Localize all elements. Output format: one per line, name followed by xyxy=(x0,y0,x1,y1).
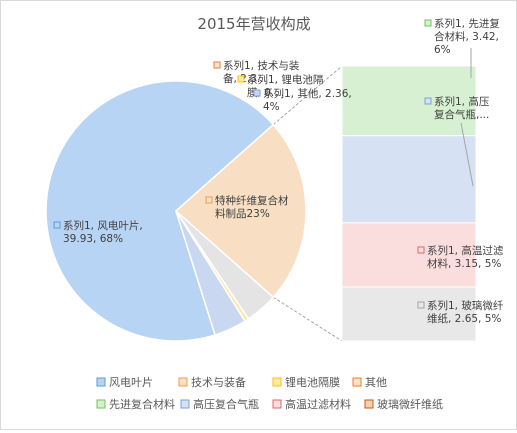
data-label-advanced-composite-line-1: 合材料, 3.42, xyxy=(434,30,499,43)
data-label-tech-equipment: 系列1, 技术与装备, 2.3... xyxy=(213,59,300,85)
secondary-stacked-bar xyxy=(341,65,477,342)
pie-slice-4 xyxy=(175,210,247,336)
data-label-lithium-separator-marker xyxy=(237,75,245,83)
data-label-advanced-composite-line-2: 6% xyxy=(434,44,451,56)
data-label-other: 系列1, 其他, 2.36,4% xyxy=(253,87,352,113)
data-label-other-line-0: 系列1, 其他, 2.36, xyxy=(263,87,352,100)
data-label-tech-equipment-line-1: 备, 2.3... xyxy=(223,72,267,85)
data-label-lithium-separator-line-0: 系列1, 锂电池隔 xyxy=(247,73,323,86)
data-label-filter-material-line-0: 系列1, 高温过滤 xyxy=(427,244,504,257)
data-label-tech-equipment-line-0: 系列1, 技术与装 xyxy=(223,59,300,72)
legend-label-3: 其他 xyxy=(365,376,387,389)
chart-title: 2015年营收构成 xyxy=(197,15,310,33)
pie-slice-1 xyxy=(174,123,307,299)
legend-item-5: 高压复合气瓶 xyxy=(180,397,259,411)
secondary-segment-0 xyxy=(341,65,477,137)
legend-label-0: 风电叶片 xyxy=(109,376,153,389)
legend-label-1: 技术与装备 xyxy=(191,375,246,389)
leader-line-gas-cylinder xyxy=(460,122,474,187)
legend-item-6: 高温过滤材料 xyxy=(272,397,351,411)
data-label-wind-blade-line-0: 系列1, 风电叶片, xyxy=(63,219,143,232)
legend-swatch-6 xyxy=(272,399,282,409)
data-label-glass-microfiber-marker xyxy=(417,301,425,309)
legend-label-2: 锂电池隔膜 xyxy=(285,375,340,389)
secondary-segment-3 xyxy=(341,286,477,342)
legend-item-4: 先进复合材料 xyxy=(96,397,175,411)
legend-label-6: 高温过滤材料 xyxy=(285,397,351,411)
data-label-wind-blade-line-1: 39.93, 68% xyxy=(63,233,123,245)
data-label-filter-material: 系列1, 高温过滤材料, 3.15, 5% xyxy=(417,244,504,270)
data-label-glass-microfiber: 系列1, 玻璃微纤维纸, 2.65, 5% xyxy=(417,299,504,325)
data-label-gas-cylinder-marker xyxy=(424,97,432,105)
secondary-segment-2 xyxy=(341,222,477,288)
data-label-wind-blade: 系列1, 风电叶片,39.93, 68% xyxy=(53,219,143,245)
data-label-gas-cylinder-line-0: 系列1, 高压 xyxy=(434,95,490,108)
legend-swatch-2 xyxy=(272,377,282,387)
legend-label-7: 玻璃微纤维纸 xyxy=(377,397,443,411)
data-label-advanced-composite-line-0: 系列1, 先进复 xyxy=(434,17,500,30)
data-label-advanced-composite-marker xyxy=(424,19,432,27)
data-label-filter-material-marker xyxy=(417,246,425,254)
legend-label-5: 高压复合气瓶 xyxy=(193,397,259,411)
legend-swatch-4 xyxy=(96,399,106,409)
connector-line-top xyxy=(272,65,343,126)
data-label-wind-blade-marker xyxy=(53,221,61,229)
data-label-other-line-1: 4% xyxy=(263,101,280,113)
legend-item-0: 风电叶片 xyxy=(96,376,153,389)
legend-swatch-5 xyxy=(180,399,190,409)
data-label-glass-microfiber-line-0: 系列1, 玻璃微纤 xyxy=(427,299,504,312)
legend-item-2: 锂电池隔膜 xyxy=(272,375,340,389)
legend-item-1: 技术与装备 xyxy=(178,375,246,389)
legend-item-3: 其他 xyxy=(352,376,387,389)
legend-swatch-1 xyxy=(178,377,188,387)
pie-slice-0 xyxy=(45,80,275,342)
connector-line-bottom xyxy=(272,296,343,342)
data-label-glass-microfiber-line-1: 维纸, 2.65, 5% xyxy=(427,312,501,325)
legend-label-4: 先进复合材料 xyxy=(109,397,175,411)
legend-swatch-3 xyxy=(352,377,362,387)
legend-item-7: 玻璃微纤维纸 xyxy=(364,397,443,411)
legend-swatch-7 xyxy=(364,399,374,409)
data-label-special-fiber-marker xyxy=(205,196,213,204)
data-label-advanced-composite: 系列1, 先进复合材料, 3.42,6% xyxy=(424,17,500,56)
secondary-segment-1 xyxy=(341,135,477,224)
data-label-filter-material-line-1: 材料, 3.15, 5% xyxy=(427,257,501,270)
legend-swatch-0 xyxy=(96,377,106,387)
connector-lines xyxy=(272,65,343,342)
data-label-gas-cylinder-line-1: 复合气瓶,... xyxy=(434,108,489,121)
data-label-tech-equipment-marker xyxy=(213,61,221,69)
data-label-other-marker xyxy=(253,89,261,97)
primary-pie xyxy=(45,80,307,342)
data-label-gas-cylinder: 系列1, 高压复合气瓶,... xyxy=(424,95,490,121)
data-label-special-fiber-line-1: 料制品23% xyxy=(215,207,270,220)
data-label-special-fiber-line-0: 特种纤维复合材 xyxy=(215,194,289,207)
